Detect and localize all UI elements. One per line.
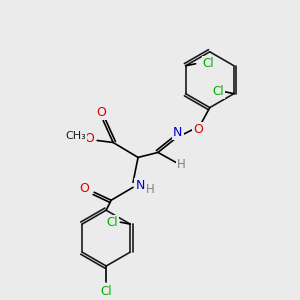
Text: O: O xyxy=(96,106,106,119)
Text: CH₃: CH₃ xyxy=(65,131,86,142)
Text: N: N xyxy=(135,179,145,192)
Text: N: N xyxy=(173,126,183,139)
Text: H: H xyxy=(176,158,185,171)
Text: Cl: Cl xyxy=(106,216,118,229)
Text: H: H xyxy=(146,183,154,196)
Text: Cl: Cl xyxy=(212,85,224,98)
Text: O: O xyxy=(193,123,203,136)
Text: O: O xyxy=(79,182,89,195)
Text: Cl: Cl xyxy=(203,57,214,70)
Text: O: O xyxy=(84,132,94,145)
Text: Cl: Cl xyxy=(100,285,112,298)
